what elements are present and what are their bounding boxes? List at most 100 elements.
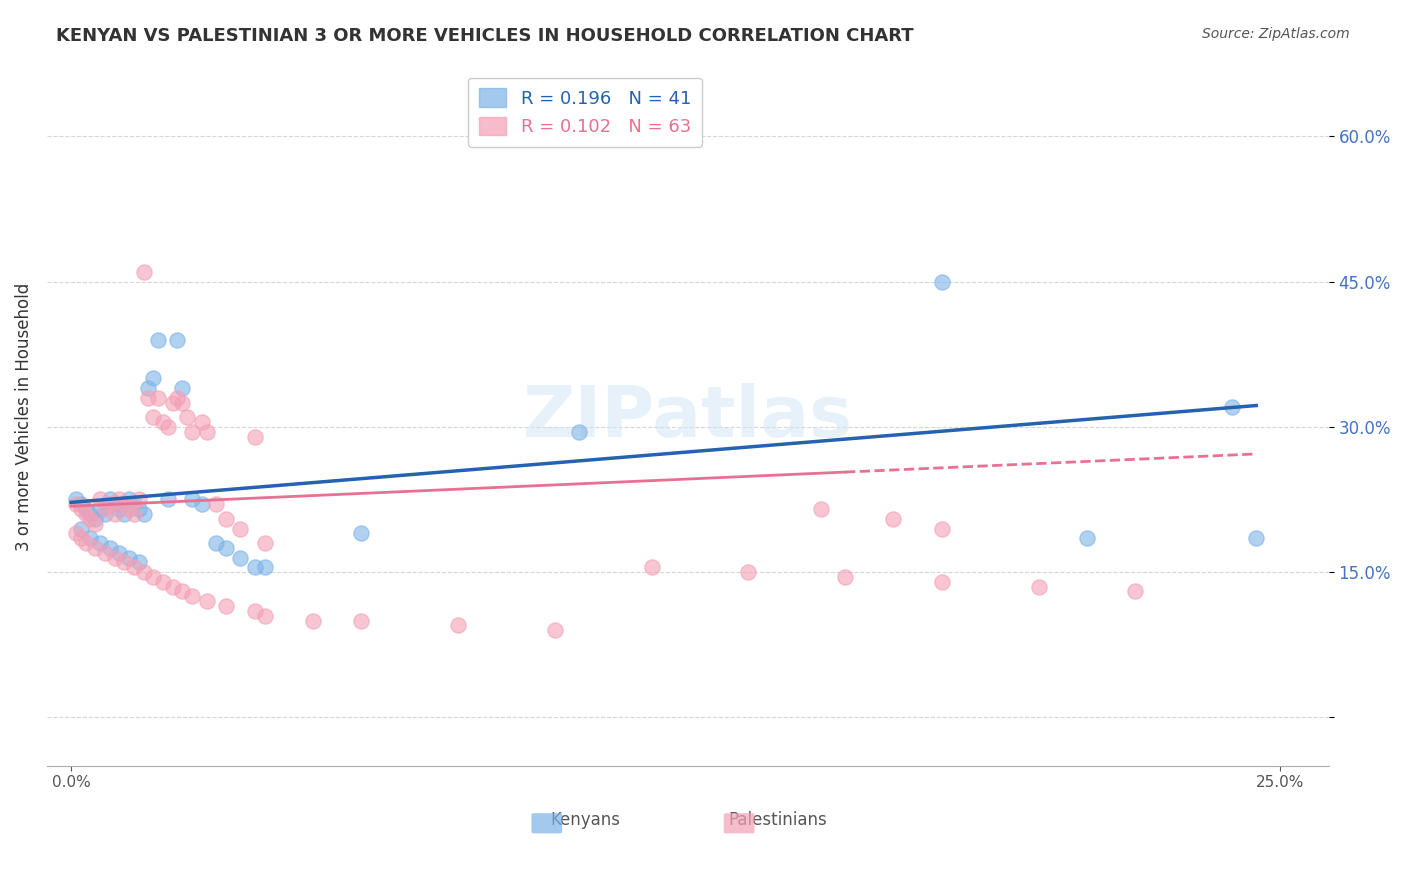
Text: Palestinians: Palestinians [728, 811, 827, 829]
Palestinians [89, 492, 111, 507]
Kenyans [79, 531, 101, 545]
Palestinians [737, 565, 759, 579]
Palestinians [65, 497, 87, 511]
Kenyans [243, 560, 266, 574]
Palestinians [834, 570, 856, 584]
Palestinians [172, 395, 194, 409]
Kenyans [69, 497, 91, 511]
Kenyans [104, 497, 127, 511]
Palestinians [104, 507, 127, 521]
Kenyans [1244, 531, 1267, 545]
Kenyans [181, 492, 204, 507]
Kenyans [253, 560, 276, 574]
Text: Source: ZipAtlas.com: Source: ZipAtlas.com [1202, 27, 1350, 41]
Palestinians [1028, 580, 1050, 594]
Palestinians [128, 492, 150, 507]
Palestinians [146, 391, 169, 405]
Palestinians [112, 556, 135, 570]
Palestinians [152, 574, 174, 589]
Palestinians [69, 502, 91, 516]
Palestinians [104, 550, 127, 565]
Kenyans [215, 541, 238, 555]
Palestinians [166, 391, 188, 405]
Kenyans [931, 275, 953, 289]
FancyBboxPatch shape [724, 814, 755, 833]
Kenyans [146, 333, 169, 347]
Palestinians [98, 497, 121, 511]
Palestinians [190, 415, 212, 429]
Palestinians [84, 516, 107, 531]
Palestinians [132, 565, 155, 579]
Palestinians [302, 614, 325, 628]
Palestinians [215, 512, 238, 526]
Palestinians [931, 522, 953, 536]
Palestinians [162, 395, 184, 409]
Legend: R = 0.196   N = 41, R = 0.102   N = 63: R = 0.196 N = 41, R = 0.102 N = 63 [468, 78, 702, 147]
Palestinians [75, 536, 97, 550]
Kenyans [568, 425, 591, 439]
Palestinians [447, 618, 470, 632]
FancyBboxPatch shape [531, 814, 562, 833]
Kenyans [190, 497, 212, 511]
Palestinians [94, 502, 117, 516]
Kenyans [84, 512, 107, 526]
Palestinians [79, 512, 101, 526]
Palestinians [118, 502, 141, 516]
Palestinians [172, 584, 194, 599]
Palestinians [94, 546, 117, 560]
Palestinians [156, 420, 179, 434]
Kenyans [128, 556, 150, 570]
Palestinians [195, 594, 218, 608]
Text: Kenyans: Kenyans [550, 811, 620, 829]
Palestinians [215, 599, 238, 613]
Kenyans [108, 502, 131, 516]
Palestinians [122, 560, 145, 574]
Kenyans [89, 502, 111, 516]
Kenyans [118, 550, 141, 565]
Palestinians [253, 536, 276, 550]
Palestinians [181, 425, 204, 439]
Palestinians [810, 502, 832, 516]
Palestinians [243, 429, 266, 443]
Kenyans [94, 507, 117, 521]
Palestinians [65, 526, 87, 541]
Kenyans [98, 541, 121, 555]
Palestinians [108, 492, 131, 507]
Palestinians [640, 560, 662, 574]
Palestinians [112, 497, 135, 511]
Kenyans [65, 492, 87, 507]
Palestinians [138, 391, 160, 405]
Palestinians [142, 570, 165, 584]
Kenyans [89, 536, 111, 550]
Palestinians [544, 624, 567, 638]
Palestinians [350, 614, 373, 628]
Kenyans [1220, 401, 1243, 415]
Kenyans [1076, 531, 1098, 545]
Palestinians [152, 415, 174, 429]
Palestinians [195, 425, 218, 439]
Palestinians [931, 574, 953, 589]
Kenyans [98, 492, 121, 507]
Kenyans [350, 526, 373, 541]
Palestinians [243, 604, 266, 618]
Palestinians [253, 608, 276, 623]
Y-axis label: 3 or more Vehicles in Household: 3 or more Vehicles in Household [15, 283, 32, 551]
Kenyans [112, 507, 135, 521]
Palestinians [69, 531, 91, 545]
Kenyans [142, 371, 165, 385]
Palestinians [84, 541, 107, 555]
Kenyans [156, 492, 179, 507]
Kenyans [108, 546, 131, 560]
Palestinians [229, 522, 252, 536]
Palestinians [181, 590, 204, 604]
Palestinians [1123, 584, 1146, 599]
Text: ZIPatlas: ZIPatlas [523, 383, 853, 451]
Palestinians [142, 410, 165, 425]
Kenyans [75, 502, 97, 516]
Kenyans [118, 492, 141, 507]
Kenyans [122, 497, 145, 511]
Palestinians [122, 507, 145, 521]
Text: KENYAN VS PALESTINIAN 3 OR MORE VEHICLES IN HOUSEHOLD CORRELATION CHART: KENYAN VS PALESTINIAN 3 OR MORE VEHICLES… [56, 27, 914, 45]
Kenyans [128, 502, 150, 516]
Palestinians [132, 265, 155, 279]
